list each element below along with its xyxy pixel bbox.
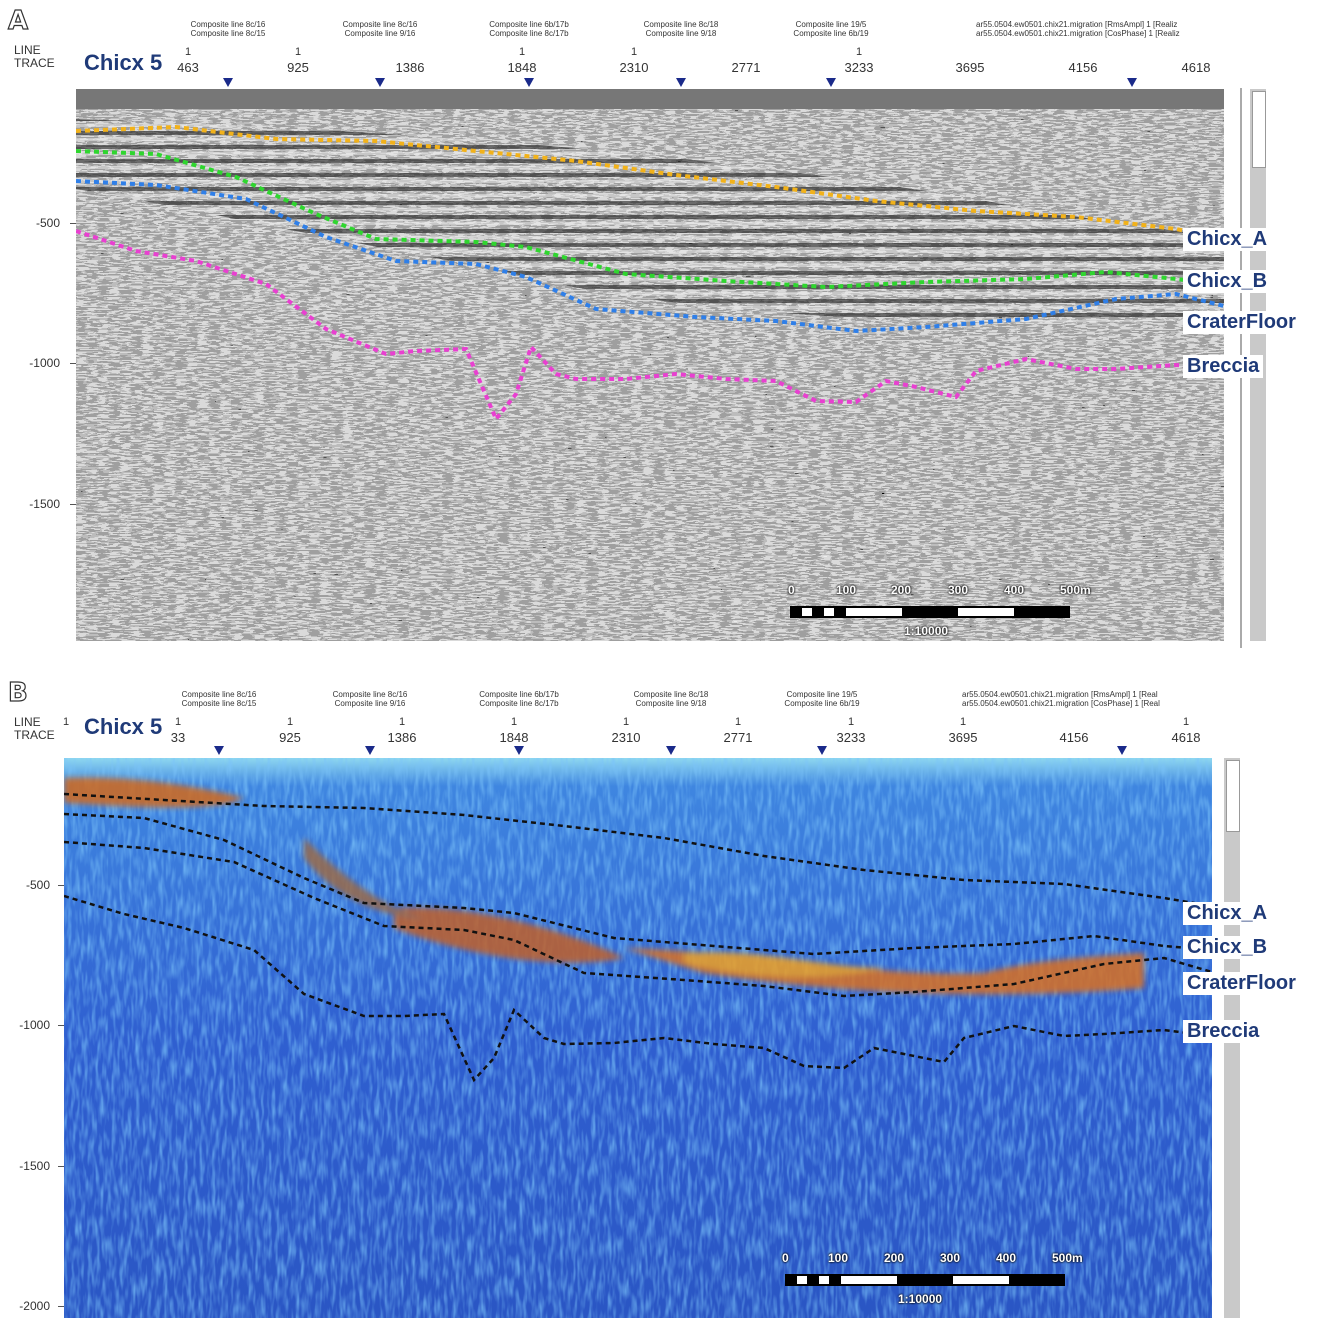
trace-number: 1386: [387, 730, 417, 745]
y-tick-label: -1500: [19, 1159, 50, 1173]
well-tie-marker-icon[interactable]: [826, 78, 836, 87]
line-number: 1: [184, 46, 192, 58]
y-tick-label: -500: [35, 216, 60, 230]
composite-line-label: Composite line 6b/17b Composite line 8c/1…: [489, 20, 569, 38]
trace-number: 4156: [1068, 60, 1098, 75]
horizon-label-breccia: Breccia: [1183, 1020, 1264, 1043]
seismic-section-amplitude: [76, 89, 1224, 641]
horizon-chicx-a: [76, 124, 1224, 241]
seismic-section-rms-amplitude: [64, 758, 1212, 1318]
line-number: 1: [734, 716, 742, 728]
composite-line-label: Composite line 8c/16 Composite line 9/16: [332, 690, 408, 708]
panel-a: A LINE TRACE Chicx 5 Composite line 8c/1…: [7, 5, 1300, 648]
trace-label: TRACE: [14, 56, 55, 70]
horizon-crater-floor: [64, 840, 1212, 998]
composite-line-label: Composite line 6b/17b Composite line 8c/1…: [479, 690, 559, 708]
composite-line-label: Composite line 8c/16 Composite line 8c/15: [190, 20, 266, 38]
line-number: 1: [174, 716, 182, 728]
trace-number: 3695: [955, 60, 985, 75]
line-number: 1: [286, 716, 294, 728]
horizon-chicx-b: [76, 149, 1224, 290]
well-tie-marker-icon[interactable]: [524, 78, 534, 87]
panel-b: B LINE TRACE Chicx 5 Composite line 8c/1…: [0, 672, 1337, 1320]
trace-number: 463: [177, 60, 199, 75]
trace-number: 1848: [507, 60, 537, 75]
attribute-label: ar55.0504.ew0501.chix21.migration [RmsAm…: [962, 690, 1160, 708]
trace-number: 2771: [723, 730, 753, 745]
trace-number: 3695: [948, 730, 978, 745]
panel-label: A: [7, 5, 29, 36]
scrollbar-thumb[interactable]: [1226, 760, 1240, 832]
trace-number: 4618: [1181, 60, 1211, 75]
line-number: 1: [62, 716, 70, 728]
trace-number: 4618: [1171, 730, 1201, 745]
line-number: 1: [959, 716, 967, 728]
composite-line-label: Composite line 8c/18 Composite line 9/18: [643, 20, 719, 38]
trace-number: 2771: [731, 60, 761, 75]
line-label: LINE: [14, 43, 41, 57]
well-name: Chicx 5: [84, 714, 163, 739]
trace-number: 1848: [499, 730, 529, 745]
horizon-label-crater-floor: CraterFloor: [1183, 972, 1300, 995]
composite-line-label: Composite line 19/5 Composite line 6b/19: [784, 690, 860, 708]
horizon-chicx-a: [64, 792, 1212, 908]
panel-label: B: [7, 677, 28, 708]
trace-number: 925: [287, 60, 309, 75]
well-tie-marker-icon[interactable]: [223, 78, 233, 87]
well-tie-marker-icon[interactable]: [1127, 78, 1137, 87]
line-number: 1: [518, 46, 526, 58]
line-number: 1: [855, 46, 863, 58]
trace-number: 33: [170, 730, 186, 745]
horizon-breccia: [64, 894, 1212, 1083]
well-tie-marker-icon[interactable]: [214, 746, 224, 755]
line-number: 1: [510, 716, 518, 728]
well-tie-marker-icon[interactable]: [375, 78, 385, 87]
trace-number: 4156: [1059, 730, 1089, 745]
y-tick-label: -1000: [29, 356, 60, 370]
trace-number: 3233: [844, 60, 874, 75]
horizon-label-chicx-b: Chicx_B: [1183, 270, 1272, 293]
well-tie-marker-icon[interactable]: [365, 746, 375, 755]
well-tie-marker-icon[interactable]: [666, 746, 676, 755]
horizon-label-chicx-a: Chicx_A: [1183, 228, 1272, 251]
y-tick-label: -1500: [29, 497, 60, 511]
well-tie-marker-icon[interactable]: [514, 746, 524, 755]
well-tie-marker-icon[interactable]: [1117, 746, 1127, 755]
composite-line-label: Composite line 8c/18 Composite line 9/18: [633, 690, 709, 708]
y-tick-label: -500: [25, 878, 50, 892]
composite-line-label: Composite line 8c/16 Composite line 9/16: [342, 20, 418, 38]
well-tie-marker-icon[interactable]: [817, 746, 827, 755]
well-tie-marker-icon[interactable]: [676, 78, 686, 87]
trace-number: 1386: [395, 60, 425, 75]
line-number: 1: [398, 716, 406, 728]
line-number: 1: [622, 716, 630, 728]
horizon-chicx-b: [64, 812, 1212, 956]
composite-line-label: Composite line 8c/16 Composite line 8c/15: [181, 690, 257, 708]
horizon-label-breccia: Breccia: [1183, 355, 1264, 378]
line-number: 1: [630, 46, 638, 58]
attribute-label: ar55.0504.ew0501.chix21.migration [RmsAm…: [976, 20, 1180, 38]
trace-number: 2310: [619, 60, 649, 75]
y-tick-label: -2000: [19, 1299, 50, 1313]
scrollbar-thumb[interactable]: [1252, 91, 1266, 168]
trace-number: 2310: [611, 730, 641, 745]
line-label: LINE: [14, 715, 41, 729]
well-name: Chicx 5: [84, 50, 163, 75]
horizon-label-crater-floor: CraterFloor: [1183, 311, 1300, 334]
composite-line-label: Composite line 19/5 Composite line 6b/19: [793, 20, 869, 38]
horizon-label-chicx-b: Chicx_B: [1183, 936, 1272, 959]
line-number: 1: [847, 716, 855, 728]
line-number: 1: [294, 46, 302, 58]
trace-number: 925: [279, 730, 301, 745]
y-tick-label: -1000: [19, 1018, 50, 1032]
trace-number: 3233: [836, 730, 866, 745]
horizon-crater-floor: [76, 179, 1224, 334]
trace-label: TRACE: [14, 728, 55, 742]
horizon-label-chicx-a: Chicx_A: [1183, 902, 1272, 925]
line-number: 1: [1182, 716, 1190, 728]
